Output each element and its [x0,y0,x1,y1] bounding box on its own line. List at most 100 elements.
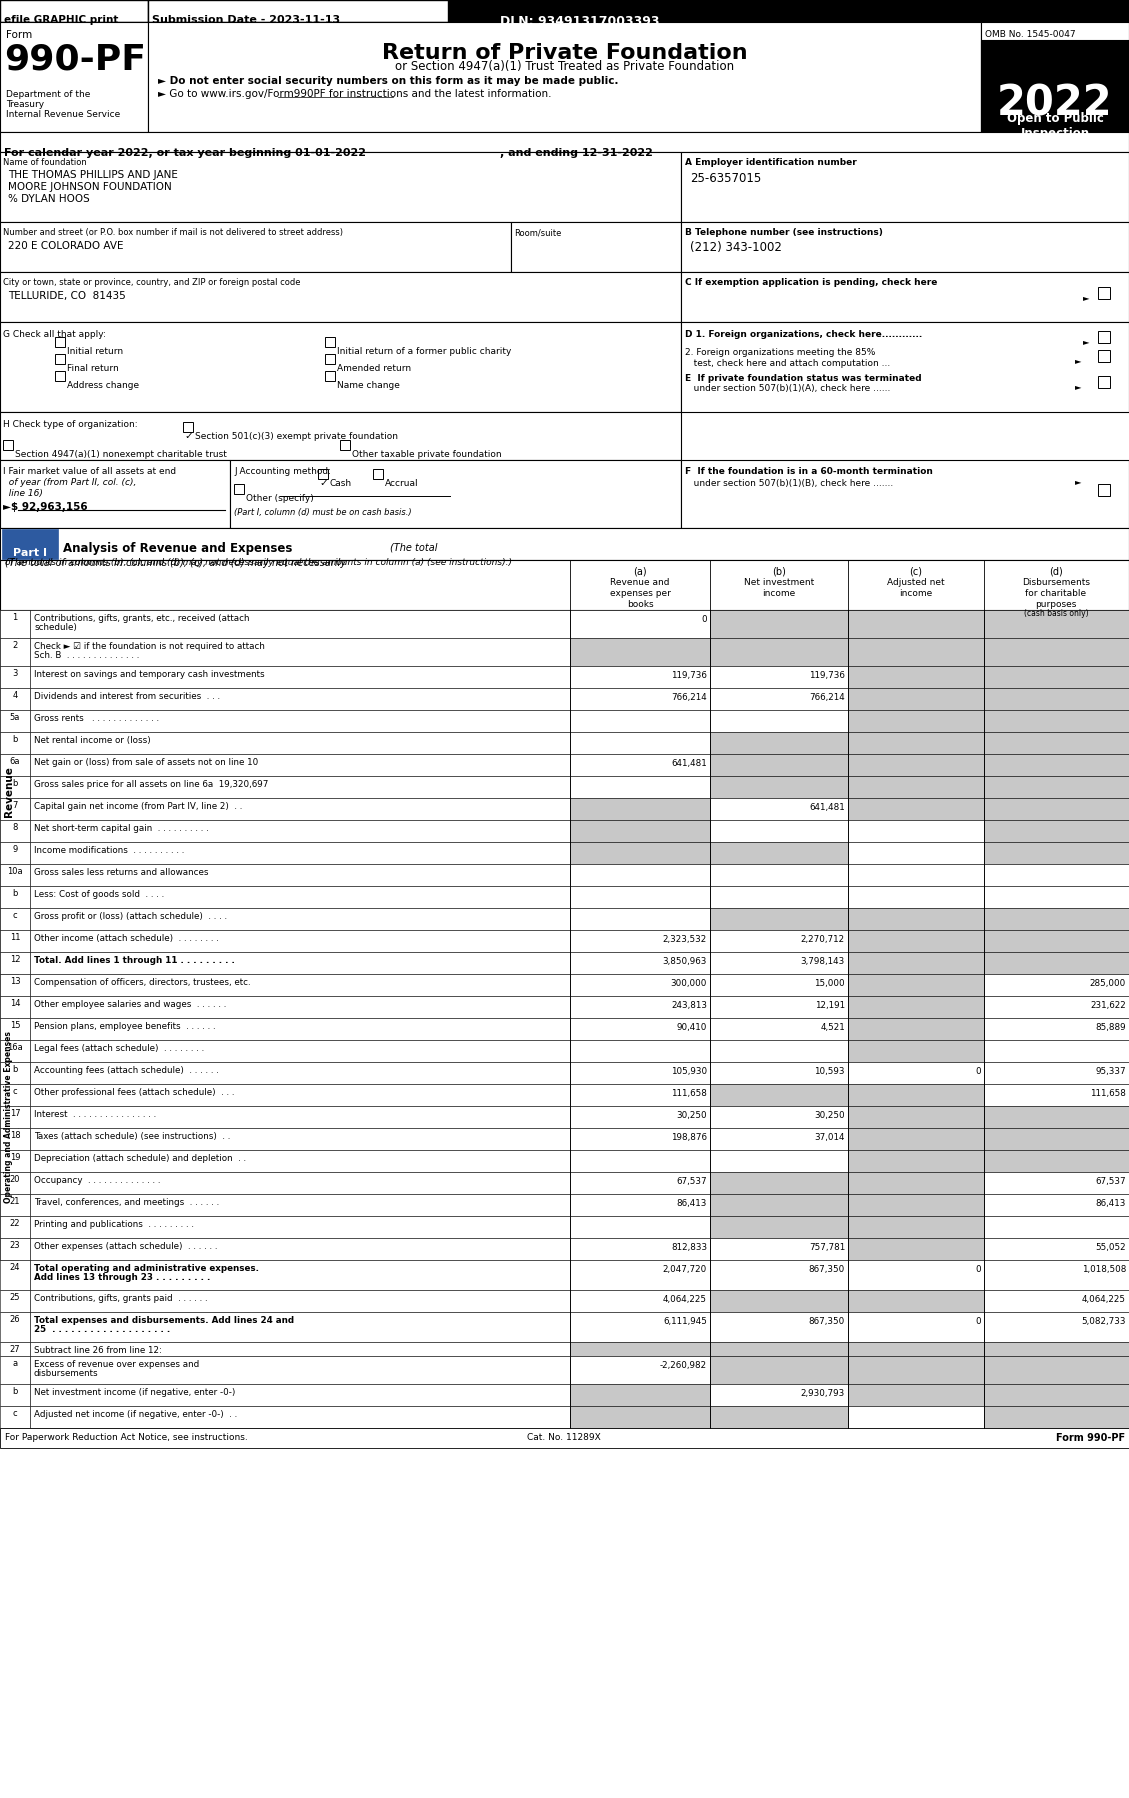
Text: Total. Add lines 1 through 11 . . . . . . . . .: Total. Add lines 1 through 11 . . . . . … [34,957,235,966]
Text: c: c [12,1088,17,1097]
Text: ► Go to www.irs.gov/Form990PF for instructions and the latest information.: ► Go to www.irs.gov/Form990PF for instru… [158,88,551,99]
Bar [570,1194,710,1215]
Bar [570,1172,710,1194]
Bar [570,1106,710,1127]
Text: Return of Private Foundation: Return of Private Foundation [383,43,747,63]
Text: 90,410: 90,410 [676,1023,707,1032]
Text: ►: ► [1083,293,1089,302]
Text: Adjusted net income (if negative, enter -0-)  . .: Adjusted net income (if negative, enter … [34,1410,237,1419]
Bar [710,1239,848,1260]
Text: line 16): line 16) [3,489,43,498]
Bar [848,1018,984,1039]
Bar [984,886,1129,908]
Bar [30,753,570,777]
Text: ► Do not enter social security numbers on this form as it may be made public.: ► Do not enter social security numbers o… [158,76,619,86]
Bar [710,689,848,710]
Text: Number and street (or P.O. box number if mail is not delivered to street address: Number and street (or P.O. box number if… [3,228,343,237]
Bar [984,1260,1129,1289]
Text: 17: 17 [10,1109,20,1118]
Text: c: c [12,1410,17,1419]
Bar [570,610,710,638]
Text: 4,064,225: 4,064,225 [1082,1295,1126,1304]
Text: 285,000: 285,000 [1089,978,1126,987]
Bar [848,1406,984,1428]
Bar [30,1039,570,1063]
Bar [848,996,984,1018]
Bar [0,22,1129,131]
Text: (d): (d) [1049,566,1062,577]
Bar [710,951,848,975]
Text: 2,323,532: 2,323,532 [663,935,707,944]
Text: disbursements: disbursements [34,1368,98,1377]
Text: Contributions, gifts, grants, etc., received (attach: Contributions, gifts, grants, etc., rece… [34,613,250,622]
Bar [984,1289,1129,1313]
Bar [570,1406,710,1428]
Bar [710,732,848,753]
Text: 0: 0 [975,1316,981,1325]
Text: 8: 8 [12,823,18,832]
Text: 67,537: 67,537 [676,1178,707,1187]
Bar [30,1406,570,1428]
Text: ►: ► [1075,476,1082,485]
Bar [0,638,30,665]
Bar [848,710,984,732]
Text: Accrual: Accrual [385,478,419,487]
Bar [984,689,1129,710]
Bar [1099,351,1110,361]
Bar [984,1018,1129,1039]
Text: 26: 26 [10,1314,20,1323]
Text: Disbursements: Disbursements [1022,577,1089,586]
Bar [0,689,30,710]
Bar [848,865,984,886]
Bar [984,1151,1129,1172]
Text: 198,876: 198,876 [671,1133,707,1142]
Text: c: c [12,912,17,921]
Bar [0,710,30,732]
Bar [570,638,710,665]
Text: Other expenses (attach schedule)  . . . . . .: Other expenses (attach schedule) . . . .… [34,1242,218,1251]
Bar [710,820,848,841]
Bar [0,930,30,951]
Bar [325,336,335,347]
Bar [1099,376,1110,388]
Text: Gross rents   . . . . . . . . . . . . .: Gross rents . . . . . . . . . . . . . [34,714,159,723]
Bar [710,798,848,820]
Bar [848,1106,984,1127]
Text: D 1. Foreign organizations, check here............: D 1. Foreign organizations, check here..… [685,331,922,340]
Text: 6,111,945: 6,111,945 [663,1316,707,1325]
Bar [710,865,848,886]
Bar [710,1063,848,1084]
Text: 5,082,733: 5,082,733 [1082,1316,1126,1325]
Bar [848,1356,984,1384]
Text: ►: ► [1075,356,1082,365]
Bar [710,1018,848,1039]
Text: 3,850,963: 3,850,963 [663,957,707,966]
Bar [710,975,848,996]
Bar [981,22,1129,131]
Text: Other employee salaries and wages  . . . . . .: Other employee salaries and wages . . . … [34,1000,227,1009]
Bar [30,1063,570,1084]
Bar [30,732,570,753]
Bar [1099,331,1110,343]
Bar [984,1384,1129,1406]
Text: (a): (a) [633,566,647,577]
Text: H Check type of organization:: H Check type of organization: [3,421,138,430]
Bar [30,1260,570,1289]
Text: 86,413: 86,413 [1095,1199,1126,1208]
Bar [0,886,30,908]
Text: Submission Date - 2023-11-13: Submission Date - 2023-11-13 [152,14,340,25]
Text: Printing and publications  . . . . . . . . .: Printing and publications . . . . . . . … [34,1221,194,1230]
Bar [570,820,710,841]
Text: 25-6357015: 25-6357015 [690,173,761,185]
Bar [848,820,984,841]
Bar [710,638,848,665]
Text: 4,521: 4,521 [821,1023,844,1032]
Bar [710,665,848,689]
Bar [681,221,1129,271]
Text: 2022: 2022 [997,83,1113,124]
Bar [710,1039,848,1063]
Text: 231,622: 231,622 [1091,1001,1126,1010]
Text: I Fair market value of all assets at end: I Fair market value of all assets at end [3,467,176,476]
Text: ✓: ✓ [320,478,327,487]
Bar [984,996,1129,1018]
